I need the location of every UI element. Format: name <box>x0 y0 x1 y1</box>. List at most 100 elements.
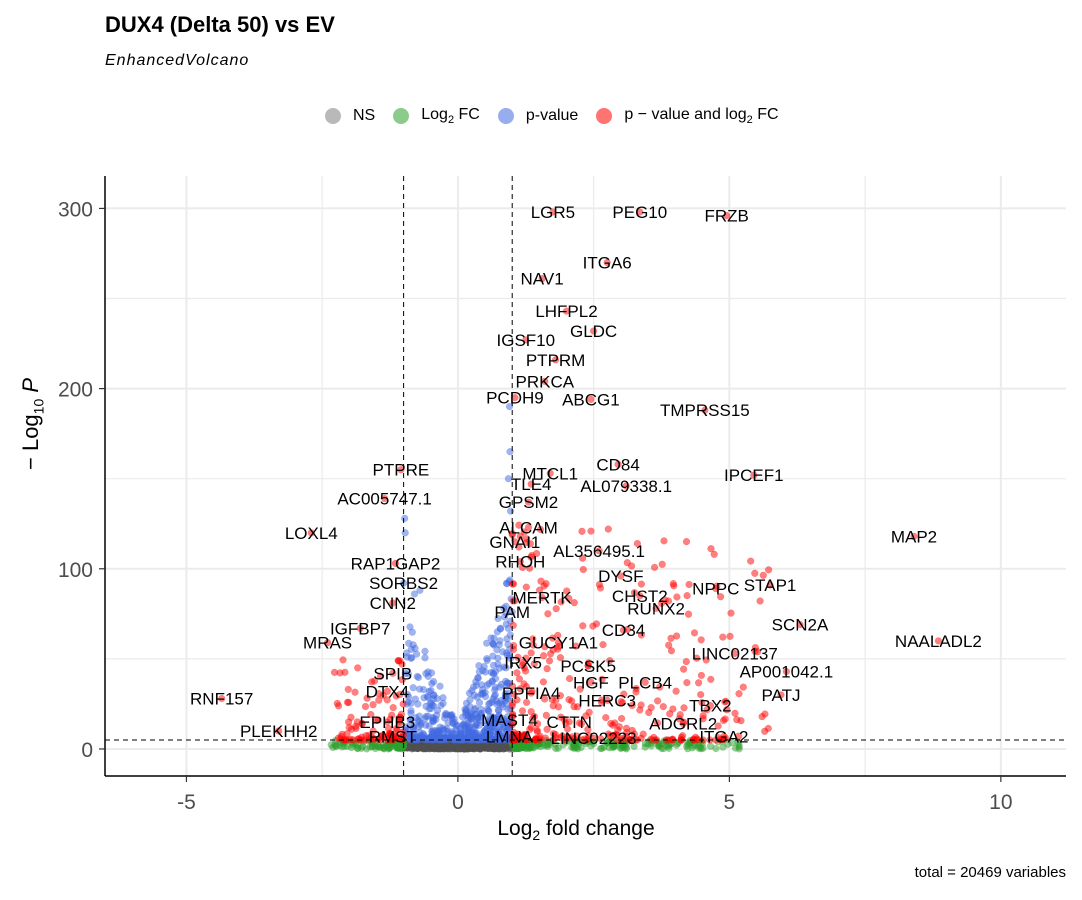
data-point <box>735 690 743 698</box>
data-point <box>483 639 491 647</box>
data-point <box>518 707 527 715</box>
data-point <box>486 699 494 707</box>
data-point <box>499 717 507 726</box>
data-point <box>682 537 691 546</box>
data-point <box>672 687 680 695</box>
data-point <box>477 709 486 718</box>
data-point <box>344 685 352 694</box>
x-tick-label: -5 <box>177 791 196 814</box>
gene-label: PEG10 <box>612 203 667 222</box>
gene-label: LMNA <box>486 727 534 746</box>
data-point <box>419 685 428 694</box>
gene-label: TMPRSS15 <box>660 401 750 420</box>
data-point <box>389 703 397 712</box>
data-point <box>500 663 508 671</box>
gene-label: ITGA2 <box>699 727 748 746</box>
data-point <box>490 692 499 700</box>
data-point <box>710 550 718 558</box>
data-point <box>764 566 773 574</box>
data-point <box>403 690 412 699</box>
data-point <box>721 715 729 723</box>
data-point <box>527 553 535 561</box>
data-point <box>604 525 612 533</box>
data-point <box>578 554 587 562</box>
gene-label: RUNX2 <box>627 599 685 618</box>
legend-swatch <box>596 108 613 124</box>
data-point <box>394 656 402 665</box>
data-point <box>712 744 720 753</box>
data-point <box>596 735 605 743</box>
gene-label: PTPRE <box>373 461 430 480</box>
gene-label: IPCEF1 <box>724 466 784 485</box>
data-point <box>396 690 404 698</box>
data-point <box>463 743 471 751</box>
data-point <box>609 721 617 729</box>
data-point <box>484 707 492 715</box>
data-point <box>483 656 491 665</box>
data-point <box>422 702 430 710</box>
legend-label: p-value <box>525 107 579 124</box>
data-point <box>548 695 556 704</box>
data-point <box>421 715 429 723</box>
gene-label: SCN2A <box>772 616 829 635</box>
data-point <box>428 728 436 736</box>
data-point <box>669 580 677 588</box>
gene-label: LINC02137 <box>692 645 778 664</box>
data-point <box>414 700 422 708</box>
data-point <box>723 706 731 714</box>
data-point <box>383 696 391 704</box>
gene-label: LHFPL2 <box>535 302 597 321</box>
data-point <box>637 631 646 639</box>
data-point <box>516 685 524 693</box>
data-point <box>344 718 353 726</box>
data-point <box>602 713 610 722</box>
data-point <box>439 699 447 707</box>
chart-subtitle: EnhancedVolcano <box>105 52 250 69</box>
data-point <box>739 683 747 691</box>
legend: NS Log2 FC p-value p − value and log2 FC <box>325 103 797 129</box>
data-point <box>439 724 447 732</box>
data-point <box>697 671 706 680</box>
data-point <box>462 709 470 717</box>
data-point <box>489 661 498 670</box>
data-point <box>685 580 693 589</box>
data-point <box>412 650 421 658</box>
data-point <box>327 741 335 749</box>
data-point <box>554 703 563 711</box>
data-point <box>679 665 688 673</box>
data-point <box>363 694 371 702</box>
data-point <box>714 722 722 730</box>
data-point <box>719 743 727 751</box>
data-point <box>653 697 662 705</box>
data-point <box>599 640 607 649</box>
data-point <box>536 525 545 534</box>
data-point <box>690 629 699 637</box>
data-point <box>565 674 574 683</box>
data-point <box>577 720 586 728</box>
gene-label: CD34 <box>602 621 645 640</box>
data-point <box>727 609 735 617</box>
data-point <box>404 670 413 678</box>
data-point <box>333 699 341 708</box>
data-point <box>747 557 755 565</box>
data-point <box>407 699 415 708</box>
data-point <box>620 690 628 698</box>
data-point <box>515 521 523 529</box>
data-point <box>568 697 576 705</box>
data-point <box>421 647 429 655</box>
data-point <box>336 669 344 677</box>
gene-label: DYSF <box>598 567 643 586</box>
data-point <box>544 610 552 618</box>
data-point <box>429 677 438 686</box>
data-point <box>474 714 482 722</box>
gene-label: HGF <box>573 673 609 692</box>
data-point <box>656 683 664 691</box>
data-point <box>481 668 490 676</box>
data-point <box>545 657 554 665</box>
data-point <box>543 665 551 673</box>
data-point <box>707 675 715 684</box>
data-point <box>444 731 453 739</box>
data-point <box>424 672 432 681</box>
grid <box>105 176 1066 776</box>
data-point <box>407 654 415 662</box>
